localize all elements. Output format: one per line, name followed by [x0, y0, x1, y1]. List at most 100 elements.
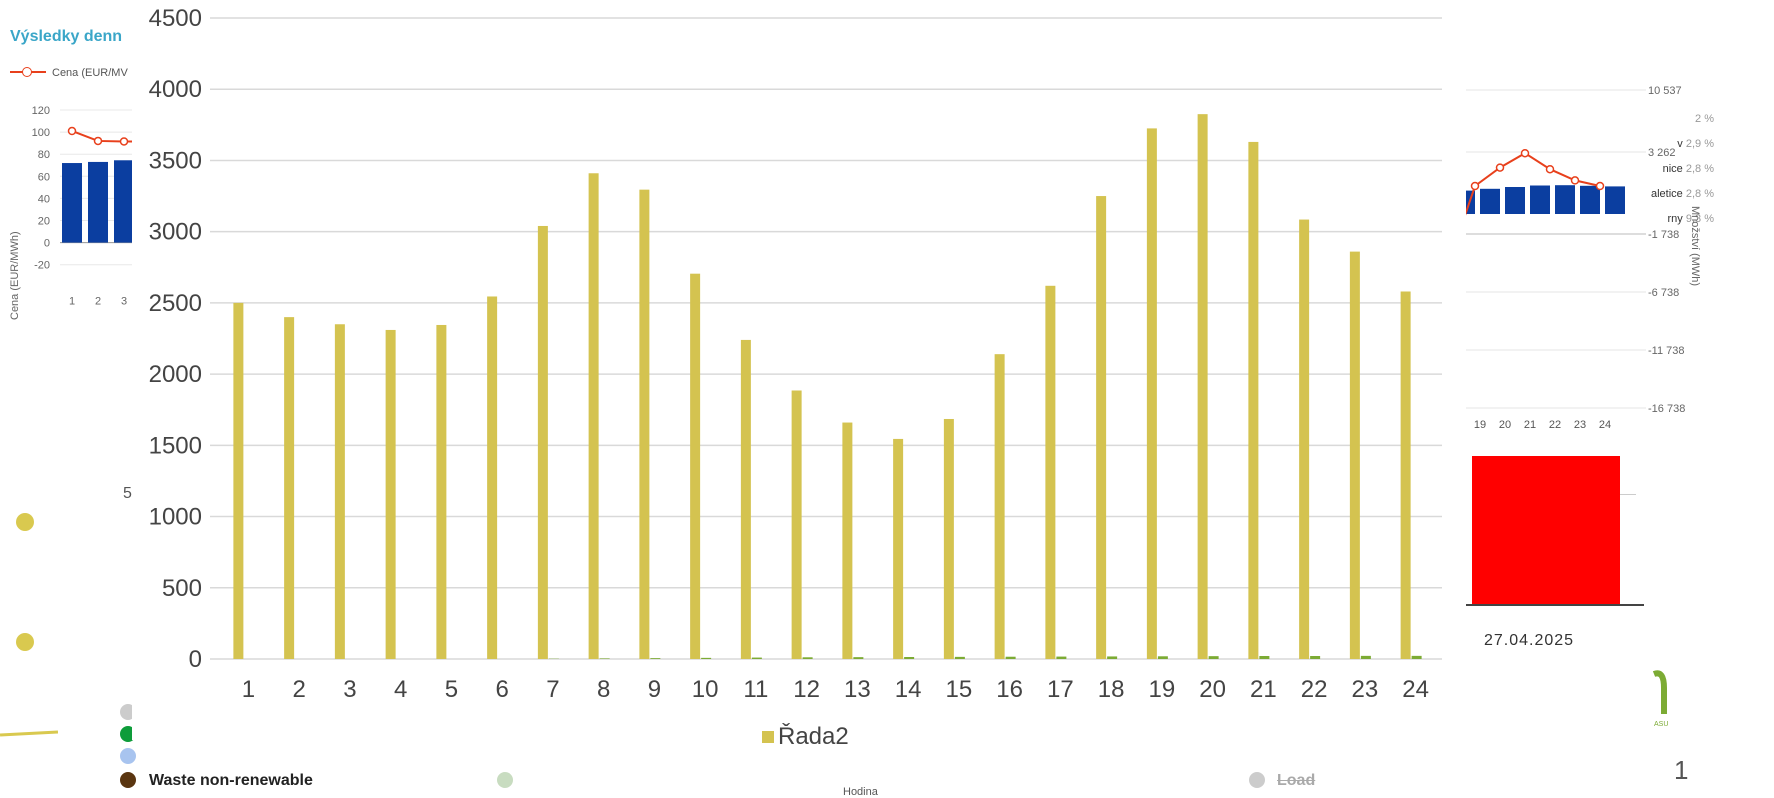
bar-series-rada2: [690, 273, 701, 659]
legend-dot-light-green: [497, 772, 513, 788]
x-tick-label: 24: [1599, 419, 1611, 430]
bar-series-rada2: [994, 354, 1005, 659]
x-tick-label: 19: [1474, 419, 1486, 430]
y-tick-label: -20: [34, 260, 50, 272]
y-tick-label: 4000: [149, 76, 202, 103]
y-tick-label: 100: [32, 127, 50, 139]
y-tick-label: 0: [189, 646, 202, 673]
y-tick-label: 3500: [149, 147, 202, 174]
bar-series-rada2: [893, 438, 904, 659]
bar-series-rada2: [1045, 285, 1056, 659]
price-legend-marker: [22, 67, 32, 77]
bar-series-rada2: [588, 173, 599, 659]
volume-bar: [62, 163, 82, 243]
legend-item: v 2,9 %: [1677, 138, 1714, 150]
bar-series-secondary: [701, 657, 712, 659]
price-point: [1545, 164, 1555, 174]
legend-item: nice 2,8 %: [1663, 163, 1715, 175]
price-point: [119, 137, 129, 146]
bar-series-secondary: [650, 658, 661, 659]
x-tick-label: 18: [1098, 676, 1125, 703]
x-tick-label: 19: [1149, 676, 1176, 703]
y-tick-label: 10 537: [1648, 85, 1682, 97]
bar-series-rada2: [1400, 291, 1411, 659]
bar-series-rada2: [436, 324, 447, 659]
bar-series-rada2: [284, 317, 295, 659]
x-tick-label: 2: [292, 676, 305, 703]
right-y-axis-label: Množství (MWh): [1689, 206, 1701, 286]
legend-dot-waste: [120, 772, 136, 788]
main-chart-panel: 4500 4000 3500 3000 2500 2000 1500 1000 500 0 1 2 3 4…: [132, 0, 1466, 750]
legend-item: 2 %: [1695, 113, 1714, 125]
x-tick-label: 20: [1199, 676, 1226, 703]
page-number: 1: [1674, 755, 1689, 785]
y-tick-label: 1000: [149, 504, 202, 531]
red-box-baseline: [1466, 604, 1644, 606]
volume-bar: [88, 161, 108, 243]
logo-text: ASU: [1654, 721, 1668, 728]
bar-series-rada2: [791, 390, 802, 659]
bar-series-rada2: [537, 225, 548, 660]
axis-tick: [1620, 494, 1636, 495]
y-tick-label: 20: [38, 216, 50, 228]
bar-series-secondary: [599, 658, 610, 659]
x-tick-label: 21: [1250, 676, 1277, 703]
volume-bar: [1505, 187, 1525, 214]
price-legend-label: Cena (EUR/MV: [52, 67, 128, 79]
y-tick-label: 500: [162, 575, 202, 602]
x-tick-label: 24: [1402, 676, 1429, 703]
x-tick-label: 23: [1352, 676, 1379, 703]
y-tick-label: 60: [38, 171, 50, 183]
x-tick-label: 1: [242, 676, 255, 703]
bar-series-rada2: [639, 189, 650, 659]
y-tick-label: 2000: [149, 361, 202, 388]
x-tick-label: 4: [394, 676, 407, 703]
price-point: [1495, 163, 1505, 172]
volume-bar: [1605, 186, 1625, 214]
bar-series-rada2: [1146, 128, 1157, 660]
bar-series-secondary: [1056, 656, 1067, 659]
price-point: [1595, 181, 1605, 191]
y-tick-label: 80: [38, 149, 50, 161]
bar-series-secondary: [1259, 656, 1270, 659]
bar-series-secondary: [1411, 655, 1422, 659]
bar-series-secondary: [751, 657, 762, 659]
legend-item: rny 9,3 %: [1668, 213, 1715, 225]
y-tick-label: -1 738: [1648, 229, 1679, 241]
y-tick-label: 0: [44, 238, 50, 250]
bar-series-rada2: [1197, 114, 1208, 659]
bar-series-secondary: [802, 657, 813, 659]
bar-series-secondary: [904, 657, 915, 659]
y-tick-label: -16 738: [1648, 403, 1685, 415]
x-tick-label: 11: [743, 676, 768, 703]
volume-bar: [1555, 185, 1575, 214]
yellow-bullet-dot: [16, 513, 34, 531]
slide-date: 27.04.2025: [1484, 632, 1575, 649]
price-point: [1520, 148, 1530, 158]
legend-swatch: [762, 731, 774, 743]
logo-icon: ASU: [1652, 670, 1668, 728]
x-tick-label: 9: [648, 676, 661, 703]
y-tick-label: 40: [38, 193, 50, 205]
yellow-stroke: [0, 730, 59, 737]
bar-series-rada2: [1096, 196, 1107, 660]
volume-bar: [1480, 188, 1500, 214]
slide-title: Výsledky denn: [10, 28, 123, 45]
price-point: [1570, 176, 1580, 185]
bar-series-secondary: [1310, 656, 1321, 659]
bar-series-secondary: [853, 657, 864, 659]
price-point: [93, 136, 103, 146]
bar-series-rada2: [487, 296, 498, 659]
bar-series-secondary: [1107, 656, 1118, 659]
x-tick-label: 7: [546, 676, 559, 703]
bar-series-rada2: [1349, 251, 1360, 659]
y-tick-label: 2500: [149, 290, 202, 317]
x-tick-label: 21: [1524, 419, 1536, 430]
bar-series-rada2: [385, 329, 396, 659]
bar-series-secondary: [954, 656, 965, 659]
bar-series-rada2: [943, 418, 954, 659]
bar-series-secondary: [1208, 656, 1219, 659]
bar-series-rada2: [842, 422, 853, 659]
legend-item: aletice 2,8 %: [1651, 188, 1714, 200]
